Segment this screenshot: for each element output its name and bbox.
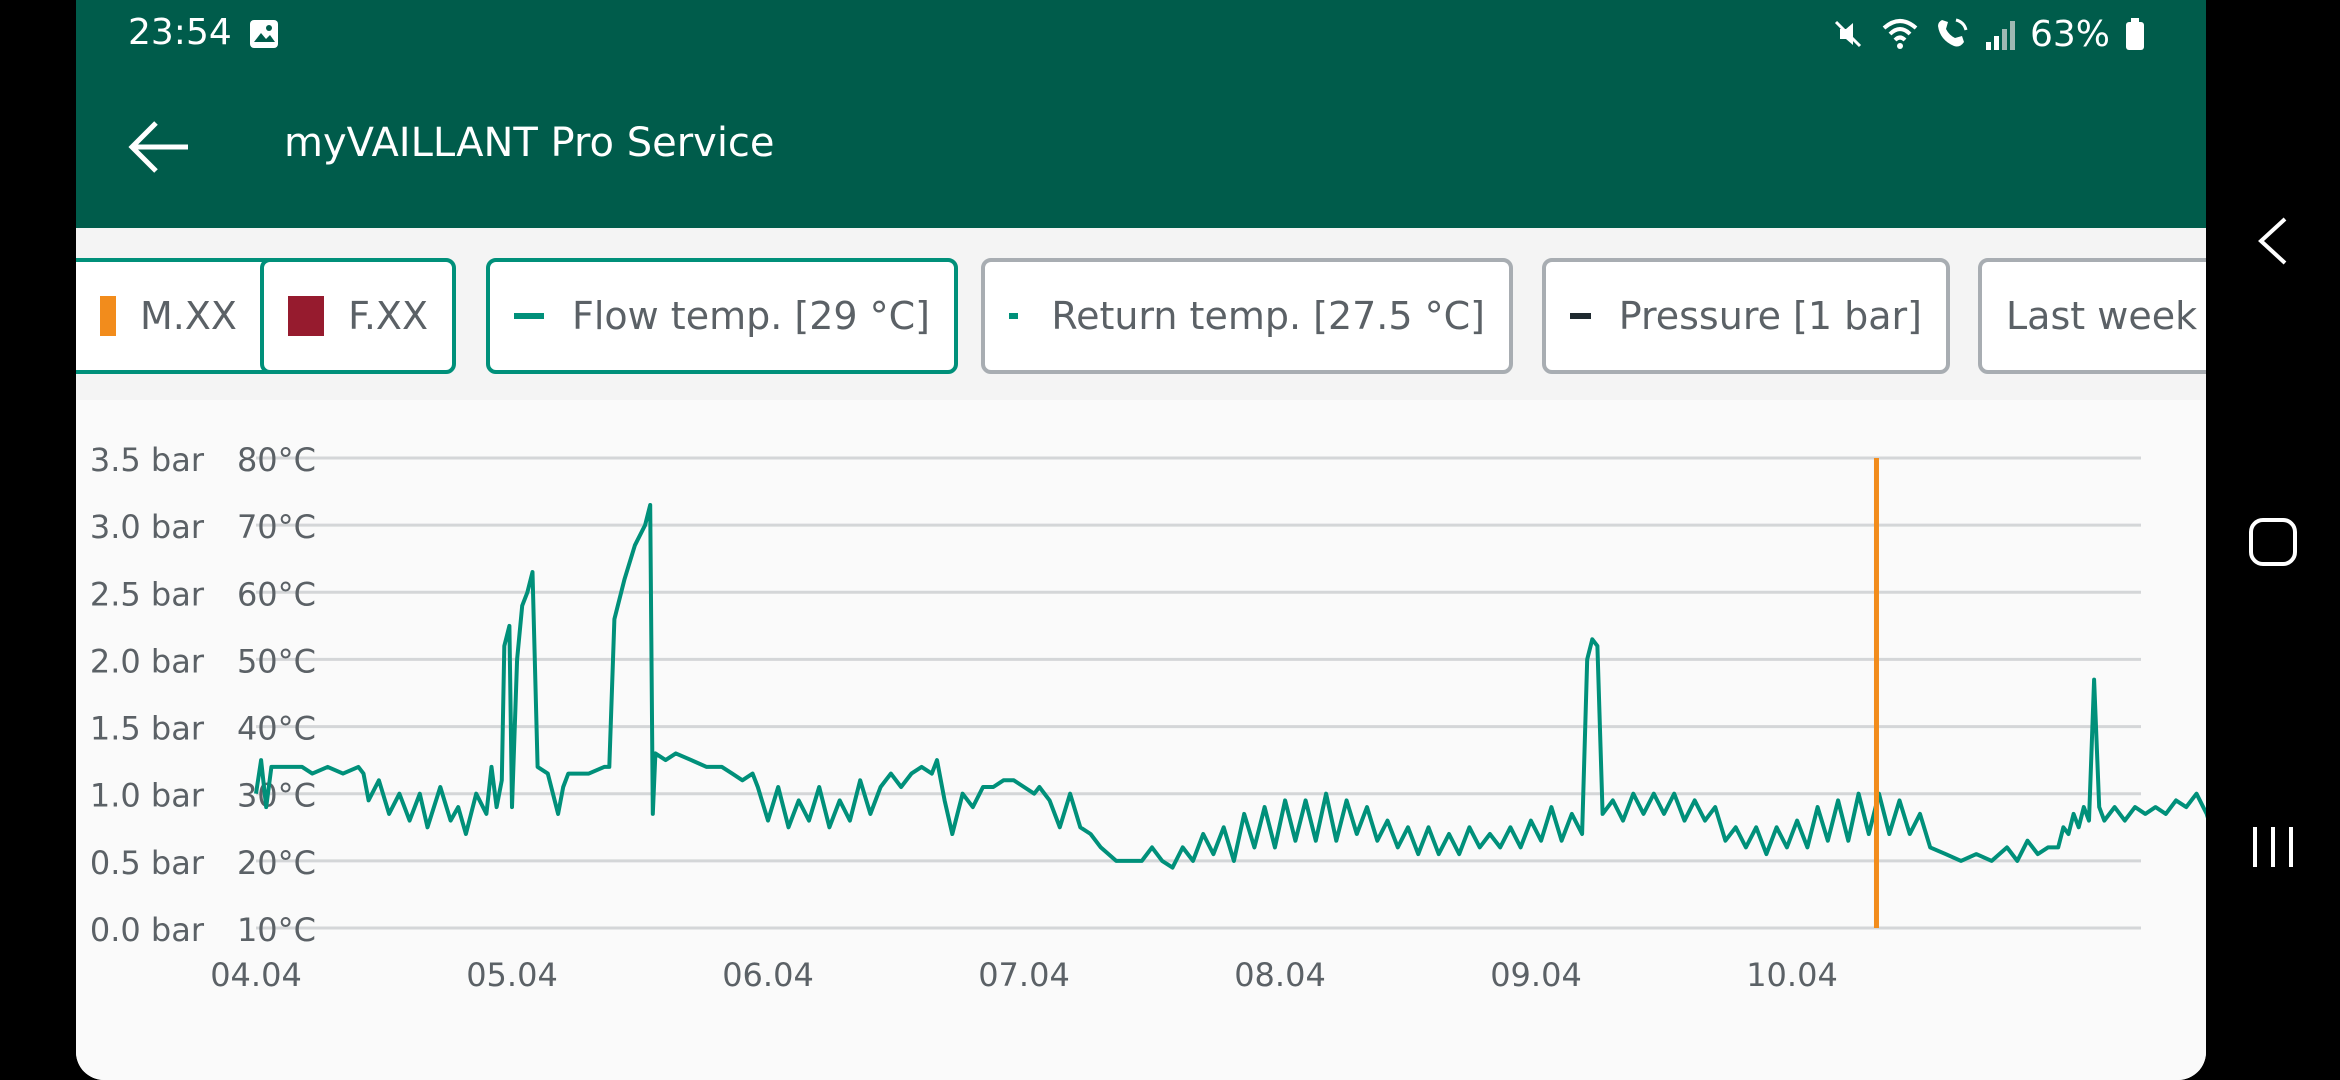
x-tick-label: 05.04 (466, 956, 558, 994)
chip-pressure[interactable]: Pressure [1 bar] (1542, 258, 1950, 374)
x-tick-label: 04.04 (210, 956, 302, 994)
y-right-tick-label: 50°C (237, 642, 316, 680)
back-button[interactable] (120, 112, 200, 182)
swatch-m-xx (100, 296, 116, 336)
nav-back-icon (2258, 217, 2287, 265)
wifi-call-icon (1937, 18, 1968, 47)
nav-recents-icon (2253, 827, 2293, 867)
signal-icon (1985, 21, 2015, 50)
battery-icon (2126, 18, 2144, 50)
y-left-tick-label: 0.0 bar (90, 911, 205, 949)
y-left-tick-label: 1.0 bar (90, 777, 205, 815)
chip-label: M.XX (140, 294, 237, 338)
swatch-pressure (1570, 313, 1591, 319)
y-left-tick-label: 3.0 bar (90, 508, 205, 546)
chip-last-week[interactable]: Last week (1978, 258, 2206, 374)
chip-label: Pressure [1 bar] (1618, 294, 1922, 338)
x-tick-label: 09.04 (1490, 956, 1582, 994)
system-navigation-bar (2206, 0, 2340, 1080)
chip-flow-temp[interactable]: Flow temp. [29 °C] (486, 258, 958, 374)
nav-home-icon (2249, 518, 2297, 566)
chip-label: Last week (2006, 294, 2198, 338)
chip-label: Return temp. [27.5 °C] (1051, 294, 1485, 338)
nav-back-button[interactable] (2236, 204, 2310, 278)
y-left-tick-label: 2.5 bar (90, 575, 205, 613)
x-tick-label: 06.04 (722, 956, 814, 994)
y-left-tick-label: 1.5 bar (90, 710, 205, 748)
app-bar: myVAILLANT Pro Service (76, 68, 2206, 228)
y-right-tick-label: 60°C (237, 575, 316, 613)
chart-area: 3.5 bar 80°C 3.0 bar 70°C 2.5 bar 60°C 2.0 bar… (76, 400, 2206, 1080)
chip-label: Flow temp. [29 °C] (571, 294, 930, 338)
swatch-flow-temp (514, 313, 544, 319)
status-time: 23:54 (128, 12, 232, 53)
chip-filter-bar[interactable]: M.XX F.XX Flow temp. [29 °C] Return temp… (76, 228, 2206, 400)
y-right-tick-label: 10°C (237, 911, 316, 949)
y-left-tick-label: 3.5 bar (90, 441, 205, 479)
y-right-tick-label: 80°C (237, 441, 316, 479)
arrow-left-icon (128, 121, 188, 173)
y-right-tick-label: 40°C (237, 710, 316, 748)
y-right-tick-label: 20°C (237, 844, 316, 882)
y-right-tick-label: 30°C (237, 777, 316, 815)
nav-home-button[interactable] (2236, 505, 2310, 579)
chip-label: F.XX (348, 294, 428, 338)
chip-return-temp[interactable]: Return temp. [27.5 °C] (981, 258, 1513, 374)
x-tick-label: 10.04 (1746, 956, 1838, 994)
mute-icon (1834, 20, 1862, 48)
history-chart[interactable]: 3.5 bar 80°C 3.0 bar 70°C 2.5 bar 60°C 2.0 bar… (76, 400, 2206, 1080)
swatch-f-xx (288, 296, 325, 336)
app-title: myVAILLANT Pro Service (284, 120, 775, 166)
y-right-tick-label: 70°C (237, 508, 316, 546)
nav-recents-button[interactable] (2236, 810, 2310, 884)
battery-percentage: 63% (2029, 13, 2110, 55)
chip-f-xx[interactable]: F.XX (260, 258, 456, 374)
image-icon (250, 20, 278, 48)
status-icons: 63% (1830, 12, 2146, 56)
x-tick-label: 08.04 (1234, 956, 1326, 994)
y-left-tick-label: 2.0 bar (90, 642, 205, 680)
y-left-tick-label: 0.5 bar (90, 844, 205, 882)
wifi-icon (1882, 19, 1918, 49)
status-bar: 23:54 (76, 0, 2206, 68)
swatch-return-temp (1009, 313, 1024, 319)
app-screen: 23:54 (76, 0, 2206, 1080)
x-tick-label: 07.04 (978, 956, 1070, 994)
flow-temp-series-line (254, 503, 2206, 870)
